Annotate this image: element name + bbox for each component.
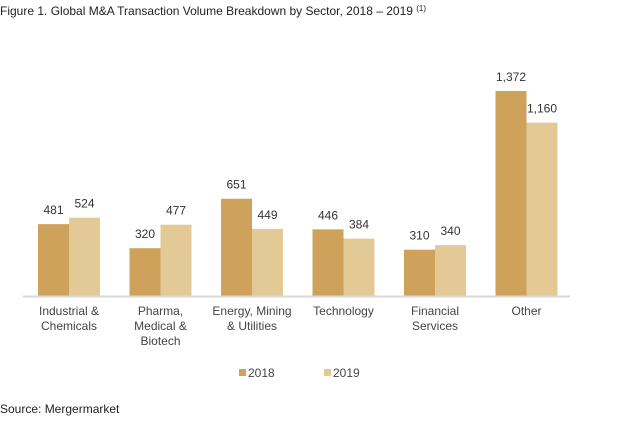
- data-label-2019-3: 384: [349, 218, 369, 232]
- legend-label-2019: 2019: [333, 366, 360, 380]
- category-label-2: Energy, Mining: [212, 304, 291, 318]
- value-labels-group: 481 524 320 477 651 449 446 384 310 340 1,372 1,160: [43, 70, 557, 243]
- title-footnote-marker: (1): [416, 4, 427, 13]
- bar-2018-4: [404, 249, 435, 296]
- bar-2019-1: [160, 224, 192, 296]
- data-label-2019-2: 449: [257, 208, 277, 222]
- source-note: Source: Mergermarket: [0, 402, 120, 416]
- bar-2018-3: [312, 229, 344, 296]
- bar-2018-2: [221, 198, 252, 296]
- bars-group: [38, 91, 558, 296]
- bar-2018-5: [495, 91, 527, 296]
- category-label-4: Services: [412, 319, 458, 333]
- bar-2018-0: [38, 224, 69, 296]
- data-label-2018-0: 481: [43, 203, 63, 217]
- legend: 2018 2019: [239, 366, 360, 380]
- category-label-4: Financial: [411, 304, 459, 318]
- category-label-1: Pharma,: [138, 304, 183, 318]
- bar-2019-0: [69, 217, 100, 296]
- legend-swatch-2018: [239, 369, 246, 376]
- chart-title: Figure 1. Global M&A Transaction Volume …: [0, 4, 426, 18]
- data-label-2018-1: 320: [135, 227, 155, 241]
- data-label-2018-2: 651: [226, 178, 246, 192]
- bar-2019-2: [252, 228, 283, 296]
- bar-2019-4: [435, 245, 466, 296]
- category-label-1: Biotech: [140, 334, 180, 348]
- bar-2019-3: [343, 238, 375, 296]
- data-label-2018-3: 446: [318, 208, 338, 222]
- chart-title-text: Figure 1. Global M&A Transaction Volume …: [0, 4, 413, 18]
- data-label-2019-0: 524: [74, 197, 94, 211]
- bar-2019-5: [526, 122, 558, 296]
- category-labels-group: Industrial &Chemicals Pharma,Medical &Bio…: [39, 304, 542, 348]
- data-label-2019-4: 340: [440, 224, 460, 238]
- data-label-2018-5: 1,372: [496, 70, 526, 84]
- data-label-2018-4: 310: [409, 229, 429, 243]
- legend-swatch-2019: [324, 369, 331, 376]
- data-label-2019-1: 477: [166, 204, 186, 218]
- data-label-2019-5: 1,160: [527, 102, 557, 116]
- category-label-5: Other: [511, 304, 541, 318]
- bar-2018-1: [129, 248, 161, 296]
- category-label-0: Chemicals: [41, 319, 97, 333]
- category-label-0: Industrial &: [39, 304, 99, 318]
- legend-label-2018: 2018: [248, 366, 275, 380]
- category-label-1: Medical &: [134, 319, 187, 333]
- category-label-3: Technology: [313, 304, 374, 318]
- category-label-2: & Utilities: [227, 319, 277, 333]
